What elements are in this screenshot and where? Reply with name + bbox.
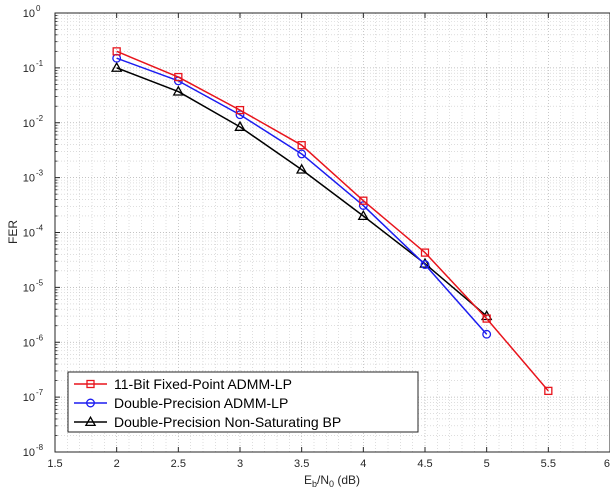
legend-entry: 11-Bit Fixed-Point ADMM-LP <box>74 376 292 392</box>
legend-marker <box>86 379 95 389</box>
legend-entry: Double-Precision Non-Saturating BP <box>74 414 341 430</box>
series-line <box>116 50 549 392</box>
series-point <box>234 120 246 131</box>
x-tick-label: 2.5 <box>171 458 186 470</box>
series-point <box>112 47 121 56</box>
legend-label: 11-Bit Fixed-Point ADMM-LP <box>114 376 292 392</box>
legend-label: Double-Precision ADMM-LP <box>114 395 288 411</box>
y-tick-label: 10-8 <box>23 443 44 459</box>
series-point <box>172 85 185 96</box>
legend-marker <box>86 398 95 408</box>
series-point <box>544 386 553 396</box>
x-tick-label: 5.5 <box>541 458 556 470</box>
x-tick-label: 3 <box>237 458 243 470</box>
series-point <box>359 196 368 205</box>
y-tick-label: 10-2 <box>23 114 44 130</box>
series-point <box>110 61 123 72</box>
series-point <box>420 260 430 270</box>
y-tick-label: 10-5 <box>23 278 44 294</box>
ticks-layer <box>54 12 610 453</box>
series-point <box>482 314 491 323</box>
x-tick-label: 1.5 <box>47 458 62 470</box>
y-tick-label: 100 <box>23 4 41 20</box>
series-point <box>297 141 306 150</box>
y-tick-labels: 10-8 10-7 10-6 10-5 10-4 10-3 10-2 10-1 100 <box>23 4 44 459</box>
y-tick-label: 10-7 <box>23 388 44 404</box>
y-tick-label: 10-4 <box>23 224 44 240</box>
x-tick-label: 3.5 <box>294 458 309 470</box>
legend-marker <box>84 415 97 427</box>
legend-box <box>67 371 419 433</box>
y-tick-label: 10-1 <box>23 59 44 75</box>
y-tick-label: 10-6 <box>23 333 44 349</box>
series-1 <box>112 47 553 396</box>
legend-entry: Double-Precision ADMM-LP <box>74 395 288 411</box>
x-tick-labels: 1.5 2 2.5 3 3.5 4 4.5 5 5.5 6 <box>47 458 610 470</box>
legend: 11-Bit Fixed-Point ADMM-LP Double-Precisi… <box>67 371 419 433</box>
series-point <box>482 329 492 339</box>
x-tick-label: 4 <box>360 458 366 470</box>
series-point <box>420 248 430 257</box>
series-point <box>235 105 245 115</box>
y-axis-label: FER <box>6 220 20 244</box>
x-tick-label: 5 <box>484 458 490 470</box>
x-tick-label: 4.5 <box>417 458 432 470</box>
series-point <box>297 149 307 159</box>
x-axis-label: Eb/N0 (dB) <box>304 473 360 487</box>
series-point <box>357 209 370 221</box>
x-tick-label: 6 <box>604 458 610 470</box>
y-tick-label: 10-3 <box>23 169 44 185</box>
legend-label: Double-Precision Non-Saturating BP <box>114 414 341 430</box>
x-tick-label: 2 <box>114 458 120 470</box>
series-point <box>295 163 308 174</box>
series-point <box>174 72 183 82</box>
series-point <box>358 201 368 210</box>
series-layer <box>110 47 553 396</box>
